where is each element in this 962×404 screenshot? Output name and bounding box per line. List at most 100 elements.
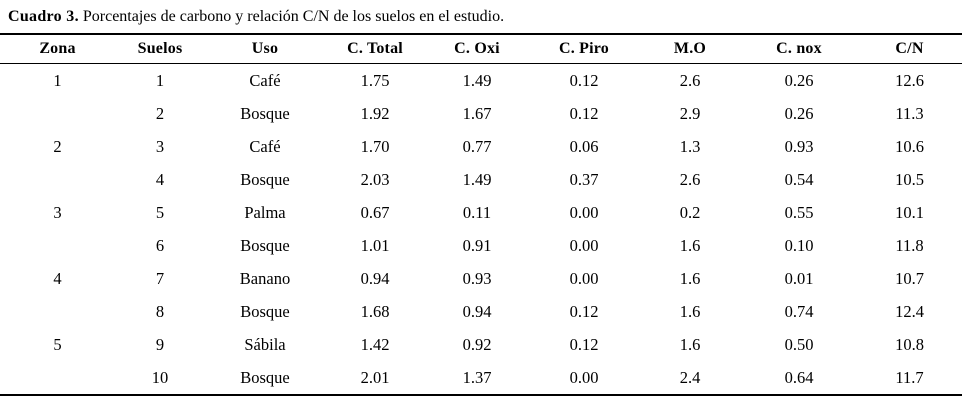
table-body: 1 1 Café 1.75 1.49 0.12 2.6 0.26 12.6 2 Bosque 1.92… — [0, 64, 962, 396]
table-cell: 0.50 — [784, 334, 814, 354]
table-cell: 1.70 — [360, 136, 390, 156]
table-cell: 5 — [155, 202, 165, 222]
table-cell: 10.6 — [895, 136, 924, 156]
column-header-zona: Zona — [39, 40, 76, 57]
table-cell: 0.12 — [569, 301, 599, 321]
table-cell: 10 — [151, 367, 169, 387]
table-cell: Bosque — [240, 235, 290, 255]
column-header-c-oxi: C. Oxi — [454, 40, 500, 57]
table-cell: 7 — [155, 268, 165, 288]
table-cell: 2 — [155, 103, 165, 123]
table-cell: 8 — [155, 301, 165, 321]
table-cell: 1.75 — [360, 70, 390, 90]
table-cell: 1.49 — [462, 169, 492, 189]
table-cell: 0.74 — [784, 301, 814, 321]
table-cell — [0, 295, 115, 328]
table-cell: 11.8 — [895, 235, 924, 255]
table-cell: Sábila — [244, 334, 286, 354]
table-cell: 3 — [155, 136, 165, 156]
table-cell: 0.37 — [569, 169, 599, 189]
table-cell: 1.67 — [462, 103, 492, 123]
table-cell: 0.26 — [784, 70, 814, 90]
table-caption: Cuadro 3. Porcentajes de carbono y relac… — [0, 0, 962, 33]
table-cell: 0.26 — [784, 103, 814, 123]
table-cell: 5 — [53, 334, 62, 354]
table-cell: 0.77 — [462, 136, 492, 156]
table-cell: Banano — [239, 268, 291, 288]
table-cell: 1 — [155, 70, 165, 90]
table-row: 4 Bosque 2.03 1.49 0.37 2.6 0.54 10.5 — [0, 163, 962, 196]
table-cell: 2.4 — [679, 367, 701, 387]
table-cell: 10.7 — [895, 268, 924, 288]
table-cell: 9 — [155, 334, 165, 354]
column-header-suelos: Suelos — [137, 40, 183, 57]
table-cell: 12.4 — [895, 301, 924, 321]
table-cell: 0.01 — [784, 268, 814, 288]
table-cell: 10.1 — [895, 202, 924, 222]
table-cell: 0.12 — [569, 70, 599, 90]
table-caption-text: Porcentajes de carbono y relación C/N de… — [78, 8, 505, 25]
table-cell: Café — [249, 70, 281, 90]
table-cell: 1.42 — [360, 334, 390, 354]
table-cell: 3 — [53, 202, 62, 222]
table-cell: 0.64 — [784, 367, 814, 387]
table-cell: 0.00 — [569, 367, 599, 387]
table-cell: 4 — [53, 268, 62, 288]
table-cell: 0.12 — [569, 334, 599, 354]
table-caption-label: Cuadro 3. — [8, 8, 79, 25]
table-cell: 0.00 — [569, 268, 599, 288]
column-header-c-piro: C. Piro — [559, 40, 609, 57]
table-cell: 6 — [155, 235, 165, 255]
table-cell: 2.6 — [679, 169, 701, 189]
table-cell: 11.3 — [895, 103, 924, 123]
table-cell — [0, 229, 115, 262]
table-cell: 0.00 — [569, 235, 599, 255]
table-cell: 0.67 — [360, 202, 390, 222]
table-cell: 0.94 — [360, 268, 390, 288]
table-cell: 1.3 — [679, 136, 701, 156]
table-row: 1 1 Café 1.75 1.49 0.12 2.6 0.26 12.6 — [0, 64, 962, 98]
table-cell: 0.00 — [569, 202, 599, 222]
table-cell: 2.03 — [360, 169, 390, 189]
table-row: 10 Bosque 2.01 1.37 0.00 2.4 0.64 11.7 — [0, 361, 962, 395]
table-cell: 1.6 — [679, 268, 701, 288]
table-cell: Bosque — [240, 103, 290, 123]
table-cell: 0.06 — [569, 136, 599, 156]
column-header-c-n: C/N — [895, 40, 924, 57]
table-row: 5 9 Sábila 1.42 0.92 0.12 1.6 0.50 10.8 — [0, 328, 962, 361]
table-row: 6 Bosque 1.01 0.91 0.00 1.6 0.10 11.8 — [0, 229, 962, 262]
column-header-c-total: C. Total — [347, 40, 403, 57]
table-cell — [0, 163, 115, 196]
table-cell: 1.6 — [679, 235, 701, 255]
table-cell: 0.55 — [784, 202, 814, 222]
table-cell: 0.94 — [462, 301, 492, 321]
table-cell: 0.93 — [784, 136, 814, 156]
table-cell: 4 — [155, 169, 165, 189]
table-cell: Café — [249, 136, 281, 156]
table-cell: 0.92 — [462, 334, 492, 354]
table-cell: 0.2 — [679, 202, 701, 222]
table-cell: 10.5 — [895, 169, 924, 189]
table-cell: 1 — [53, 70, 62, 90]
table-cell: 1.6 — [679, 334, 701, 354]
table-cell: Bosque — [240, 301, 290, 321]
table-cell: 0.93 — [462, 268, 492, 288]
table-row: 2 3 Café 1.70 0.77 0.06 1.3 0.93 10.6 — [0, 130, 962, 163]
header-row: Zona Suelos Uso C. Total C. Oxi C. Piro M.O C. … — [0, 34, 962, 64]
table-cell: 0.91 — [462, 235, 492, 255]
table-cell: 0.10 — [784, 235, 814, 255]
table-row: 4 7 Banano 0.94 0.93 0.00 1.6 0.01 10.7 — [0, 262, 962, 295]
column-header-uso: Uso — [251, 40, 279, 57]
table-cell: 1.01 — [360, 235, 390, 255]
table-cell: 2 — [53, 136, 62, 156]
table-cell: 0.11 — [462, 202, 492, 222]
soil-carbon-table: Zona Suelos Uso C. Total C. Oxi C. Piro M.O C. … — [0, 33, 962, 396]
table-cell: Palma — [244, 202, 286, 222]
table-cell — [0, 97, 115, 130]
table-row: 3 5 Palma 0.67 0.11 0.00 0.2 0.55 10.1 — [0, 196, 962, 229]
table-cell: 0.12 — [569, 103, 599, 123]
table-cell: 2.9 — [679, 103, 701, 123]
table-cell: 1.92 — [360, 103, 390, 123]
table-cell: 0.54 — [784, 169, 814, 189]
